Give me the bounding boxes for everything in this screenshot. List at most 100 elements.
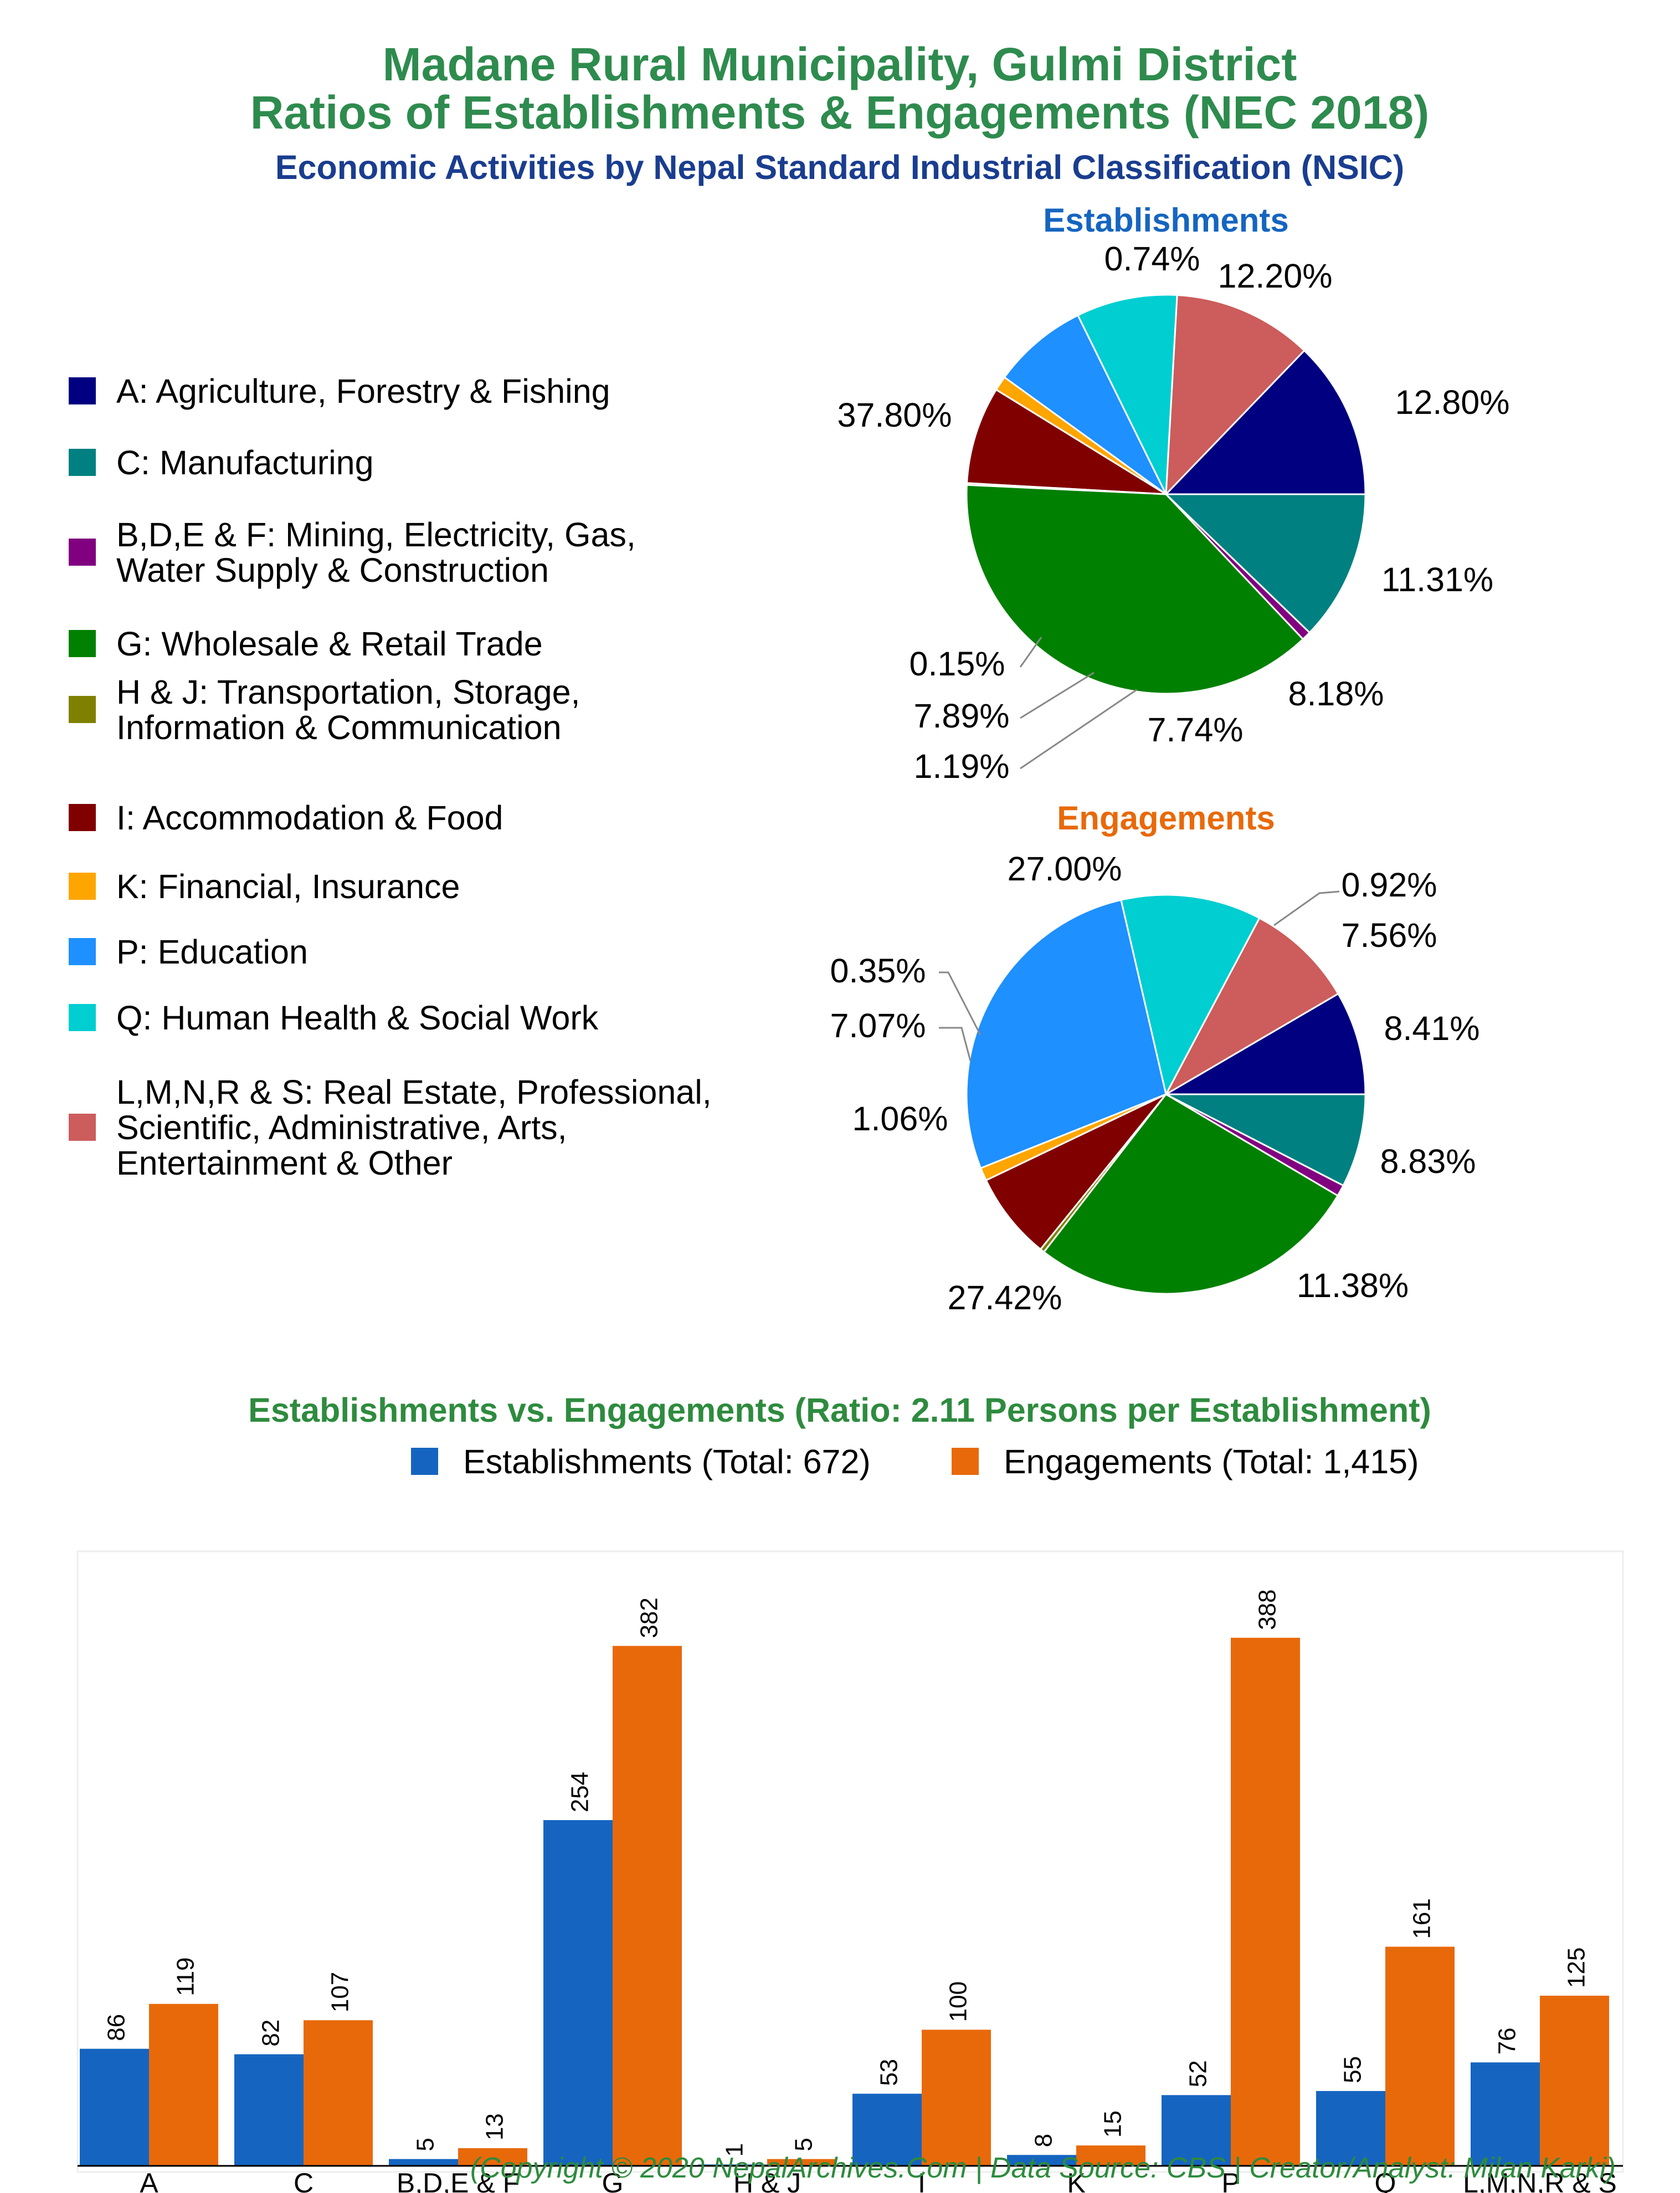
- bar-engagements-9: [1540, 1995, 1609, 2166]
- legend-label-4-line-1: Information & Communication: [116, 709, 562, 746]
- engagements-pie-chart: 8.41% 8.83% 11.38% 27.42% 1.06% 7.07% 0.35% 27.…: [830, 850, 1480, 1316]
- establishments-pie-label-6: 0.15%: [910, 645, 1005, 683]
- engagements-pie-label-4: 1.06%: [852, 1100, 948, 1138]
- bar-engagements-7: [1231, 1637, 1300, 2166]
- legend-swatch-7: [69, 938, 96, 965]
- bar-engagements-2: [458, 2148, 527, 2166]
- bar-establishments-5: [852, 2093, 922, 2166]
- bar-value-label-engagements-8: 161: [1409, 1898, 1436, 1939]
- legend-swatch-1: [69, 449, 96, 476]
- establishments-pie-slice-7: [965, 484, 1304, 695]
- establishments-pie-label-7: 37.80%: [838, 396, 952, 434]
- engagements-pie-label-6: 0.35%: [830, 952, 926, 990]
- bar-value-label-engagements-6: 15: [1100, 2110, 1127, 2138]
- establishments-pie-label-8: 0.74%: [1104, 240, 1200, 278]
- bar-establishments-0: [80, 2048, 149, 2166]
- x-tick-label-7: P: [1221, 2168, 1240, 2193]
- legend-label-6: K: Financial, Insurance: [116, 868, 460, 905]
- bar-engagements-3: [613, 1646, 682, 2166]
- engagements-pie-slice-9: [1165, 1093, 1366, 1187]
- engagements-pie-label-3: 27.42%: [948, 1279, 1062, 1316]
- bar-establishments-8: [1316, 2090, 1385, 2166]
- legend-label-engagements: Engagements (Total: 1,415): [1004, 1443, 1419, 1480]
- category-legend: A: Agriculture, Forestry & Fishing C: Man…: [69, 372, 712, 1182]
- legend-swatch-8: [69, 1004, 96, 1031]
- bar-value-label-establishments-3: 254: [567, 1772, 594, 1812]
- bar-chart-title: Establishments vs. Engagements (Ratio: 2…: [248, 1391, 1431, 1429]
- subtitle: Economic Activities by Nepal Standard In…: [275, 148, 1404, 186]
- establishments-pie-slice-5: [965, 388, 1167, 495]
- legend-label-9-line-0: L,M,N,R & S: Real Estate, Professional,: [116, 1073, 712, 1111]
- legend-label-4-line-0: H & J: Transportation, Storage,: [116, 673, 580, 711]
- bar-establishments-6: [1007, 2155, 1076, 2166]
- bar-value-label-establishments-4: 1: [721, 2143, 748, 2156]
- establishments-pie-label-5: 7.89%: [914, 697, 1010, 735]
- bar-engagements-1: [304, 2020, 373, 2166]
- legend-label-8: Q: Human Health & Social Work: [116, 999, 599, 1037]
- x-tick-label-3: G: [602, 2168, 624, 2193]
- bar-value-label-establishments-2: 5: [412, 2138, 439, 2151]
- engagements-pie-label-7: 27.00%: [1008, 850, 1122, 888]
- engagements-pie-title: Engagements: [1057, 800, 1275, 837]
- bar-engagements-6: [1076, 2145, 1145, 2166]
- engagements-pie-slice-3: [965, 899, 1167, 1170]
- establishments-pie-leader-6: [1019, 637, 1042, 668]
- establishments-pie-slice-1: [1165, 294, 1306, 496]
- legend-swatch-4: [69, 696, 96, 723]
- title-line-2: Ratios of Establishments & Engagements (…: [250, 86, 1430, 139]
- engagements-pie-slice-5: [985, 1093, 1167, 1251]
- bar-engagements-5: [922, 2030, 991, 2166]
- engagements-pie-leader-8: [1273, 890, 1340, 926]
- legend-label-1: C: Manufacturing: [116, 444, 374, 481]
- x-tick-label-4: H & J: [733, 2168, 801, 2193]
- establishments-pie-slice-3: [1003, 314, 1167, 495]
- bar-value-label-establishments-9: 76: [1494, 2027, 1521, 2054]
- establishments-pie-slice-2: [1076, 294, 1178, 498]
- establishments-pie-slice-9: [1164, 493, 1366, 634]
- engagements-pie-label-1: 8.83%: [1380, 1142, 1476, 1180]
- establishments-pie-leader-5: [1020, 672, 1095, 719]
- bar-establishments-7: [1162, 2095, 1231, 2166]
- legend-swatch-5: [69, 804, 96, 831]
- engagements-pie-slice-1: [1164, 916, 1339, 1096]
- legend-swatch-9: [69, 1114, 96, 1141]
- bar-value-label-engagements-9: 125: [1563, 1948, 1590, 1988]
- bar-value-label-engagements-3: 382: [636, 1597, 663, 1638]
- legend-swatch-6: [69, 873, 96, 900]
- legend-label-7: P: Education: [116, 933, 308, 971]
- engagements-pie-label-9: 7.56%: [1342, 916, 1437, 954]
- legend-label-9-line-1: Scientific, Administrative, Arts,: [116, 1109, 567, 1146]
- establishments-pie-label-9: 12.20%: [1218, 257, 1333, 295]
- title-line-1: Madane Rural Municipality, Gulmi Distric…: [383, 38, 1297, 90]
- engagements-pie-label-5: 7.07%: [830, 1007, 926, 1044]
- bar-engagements-4: [767, 2159, 836, 2166]
- bar-establishments-3: [543, 1820, 613, 2166]
- x-tick-label-2: B,D,E & F: [397, 2168, 520, 2193]
- establishments-pie-leader-4: [1020, 689, 1137, 770]
- establishments-pie-label-4: 1.19%: [914, 747, 1010, 785]
- engagements-pie-label-8: 0.92%: [1342, 866, 1437, 904]
- legend-swatch-0: [69, 377, 96, 404]
- legend-label-5: I: Accommodation & Food: [116, 799, 503, 837]
- bar-establishments-9: [1471, 2062, 1540, 2166]
- establishments-pie-label-1: 11.31%: [1381, 561, 1493, 598]
- establishments-pie-title: Establishments: [1043, 202, 1288, 239]
- footer-credit: (Copyright © 2020 NepalArchives.Com | Da…: [470, 2152, 1616, 2184]
- legend-label-establishments: Establishments (Total: 672): [463, 1443, 871, 1480]
- engagements-pie-slice-0: [1163, 992, 1366, 1095]
- x-tick-label-5: I: [918, 2168, 926, 2193]
- establishments-pie-label-2: 8.18%: [1288, 675, 1384, 713]
- legend-label-0: A: Agriculture, Forestry & Fishing: [116, 372, 610, 410]
- establishments-pie-chart: 12.80% 11.31% 8.18% 7.74% 1.19% 7.89% 0.15% 37.…: [838, 240, 1510, 785]
- bar-engagements-8: [1385, 1946, 1455, 2166]
- bar-engagements-0: [149, 2004, 218, 2166]
- x-tick-label-6: K: [1067, 2168, 1085, 2193]
- bar-value-label-engagements-4: 5: [790, 2138, 818, 2151]
- x-tick-label-0: A: [140, 2168, 158, 2193]
- bar-value-label-engagements-7: 388: [1254, 1589, 1281, 1630]
- legend-swatch-engagements: [952, 1448, 979, 1475]
- bar-value-label-establishments-1: 82: [258, 2020, 285, 2047]
- engagements-pie-label-2: 11.38%: [1297, 1267, 1409, 1304]
